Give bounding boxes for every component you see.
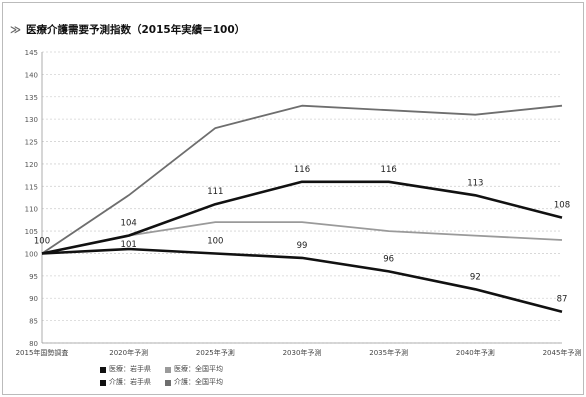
x-tick-label: 2035年予測 bbox=[369, 348, 408, 357]
data-label: 108 bbox=[554, 201, 570, 211]
legend-label: 医療：全国平均 bbox=[174, 365, 223, 373]
legend-item: 介護：岩手県 bbox=[100, 376, 151, 389]
data-label: 100 bbox=[34, 236, 50, 246]
data-label: 116 bbox=[381, 165, 397, 175]
y-tick-label: 110 bbox=[25, 206, 38, 214]
x-tick-label: 2030年予測 bbox=[283, 348, 322, 357]
x-tick-label: 2025年予測 bbox=[196, 348, 235, 357]
legend-item: 介護：全国平均 bbox=[165, 376, 223, 389]
legend-swatch bbox=[165, 379, 171, 386]
data-label: 104 bbox=[121, 219, 137, 229]
legend-row-2: 介護：岩手県 介護：全国平均 bbox=[100, 376, 223, 389]
legend-label: 介護：岩手県 bbox=[109, 378, 151, 386]
chart-title: ≫ 医療介護需要予測指数（2015年実績＝100） bbox=[10, 22, 245, 37]
legend-swatch bbox=[100, 366, 106, 373]
series-line bbox=[41, 180, 563, 255]
data-label: 96 bbox=[383, 254, 394, 264]
data-label: 100 bbox=[207, 236, 223, 246]
y-tick-label: 85 bbox=[29, 318, 38, 326]
data-label: 111 bbox=[207, 187, 223, 197]
legend-swatch bbox=[165, 366, 171, 373]
data-label: 87 bbox=[557, 295, 568, 305]
chart-legend: 医療：岩手県 医療：全国平均 介護：岩手県 介護：全国平均 bbox=[100, 363, 223, 389]
y-tick-label: 90 bbox=[29, 295, 38, 303]
data-label: 101 bbox=[121, 240, 137, 250]
data-label: 116 bbox=[294, 165, 310, 175]
x-tick-label: 2040年予測 bbox=[456, 348, 495, 357]
y-tick-label: 140 bbox=[25, 71, 38, 79]
series-line bbox=[41, 104, 563, 255]
chart-title-text: 医療介護需要予測指数（2015年実績＝100） bbox=[26, 24, 246, 36]
y-tick-label: 130 bbox=[25, 116, 38, 124]
legend-label: 医療：岩手県 bbox=[109, 365, 151, 373]
data-label: 92 bbox=[470, 272, 481, 282]
y-tick-label: 115 bbox=[25, 183, 38, 191]
y-tick-label: 100 bbox=[25, 250, 38, 258]
x-tick-label: 2045年予測 bbox=[543, 348, 582, 357]
y-tick-label: 120 bbox=[25, 161, 38, 169]
legend-label: 介護：全国平均 bbox=[174, 378, 223, 386]
legend-item: 医療：岩手県 bbox=[100, 363, 151, 376]
data-label: 99 bbox=[297, 241, 308, 251]
y-tick-label: 125 bbox=[25, 139, 38, 147]
legend-row-1: 医療：岩手県 医療：全国平均 bbox=[100, 363, 223, 376]
data-label: 113 bbox=[467, 178, 483, 188]
legend-swatch bbox=[100, 379, 106, 386]
legend-item: 医療：全国平均 bbox=[165, 363, 223, 376]
y-tick-label: 145 bbox=[25, 49, 38, 57]
y-tick-label: 95 bbox=[29, 273, 38, 281]
y-tick-label: 80 bbox=[29, 340, 38, 348]
series-line bbox=[41, 247, 563, 313]
y-tick-label: 135 bbox=[25, 94, 38, 102]
y-tick-label: 105 bbox=[25, 228, 38, 236]
x-tick-label: 2015年国勢調査 bbox=[16, 348, 69, 357]
x-tick-label: 2020年予測 bbox=[109, 348, 148, 357]
title-marker: ≫ bbox=[10, 24, 21, 36]
